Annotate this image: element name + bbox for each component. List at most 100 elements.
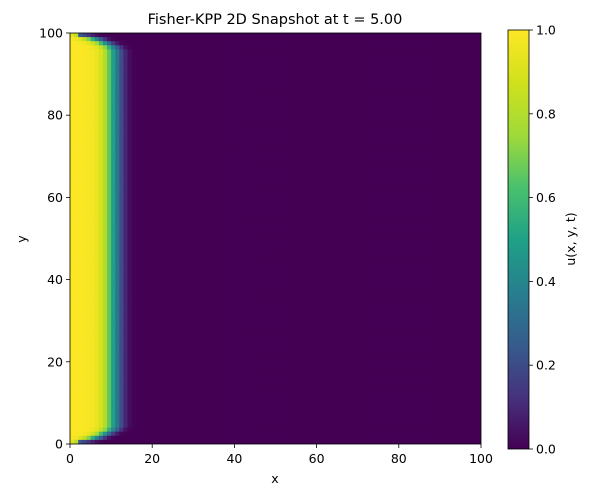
heatmap-cell bbox=[374, 131, 379, 137]
heatmap-cell bbox=[304, 172, 309, 178]
heatmap-cell bbox=[427, 209, 433, 215]
heatmap-cell bbox=[98, 176, 104, 182]
heatmap-cell bbox=[111, 226, 116, 231]
heatmap-cell bbox=[444, 131, 449, 137]
heatmap-cell bbox=[74, 82, 79, 87]
heatmap-cell bbox=[337, 119, 342, 124]
heatmap-cell bbox=[94, 226, 100, 231]
heatmap-cell bbox=[193, 115, 198, 120]
heatmap-cell bbox=[402, 82, 408, 87]
heatmap-cell bbox=[390, 119, 396, 124]
heatmap-cell bbox=[382, 49, 387, 54]
heatmap-cell bbox=[378, 41, 383, 46]
heatmap-cell bbox=[353, 78, 359, 83]
heatmap-cell bbox=[407, 111, 412, 116]
heatmap-cell bbox=[172, 176, 178, 182]
heatmap-cell bbox=[464, 168, 470, 174]
heatmap-cell bbox=[402, 176, 408, 182]
heatmap-cell bbox=[197, 172, 202, 178]
heatmap-cell bbox=[452, 57, 457, 63]
heatmap-cell bbox=[291, 37, 297, 42]
heatmap-cell bbox=[444, 168, 449, 174]
heatmap-cell bbox=[263, 217, 268, 223]
heatmap-cell bbox=[201, 217, 207, 223]
heatmap-cell bbox=[468, 222, 474, 227]
heatmap-cell bbox=[296, 41, 301, 46]
heatmap-cell bbox=[415, 115, 420, 120]
heatmap-cell bbox=[242, 168, 248, 174]
heatmap-cell bbox=[345, 180, 350, 186]
heatmap-cell bbox=[444, 78, 449, 83]
heatmap-cell bbox=[90, 86, 96, 91]
heatmap-cell bbox=[439, 127, 445, 133]
heatmap-cell bbox=[423, 180, 428, 186]
heatmap-cell bbox=[378, 209, 383, 215]
heatmap-cell bbox=[193, 53, 198, 59]
heatmap-cell bbox=[365, 135, 371, 141]
heatmap-cell bbox=[180, 152, 186, 157]
heatmap-cell bbox=[316, 94, 322, 100]
heatmap-cell bbox=[213, 78, 219, 83]
heatmap-cell bbox=[238, 65, 244, 71]
heatmap-cell bbox=[394, 209, 400, 215]
heatmap-cell bbox=[250, 106, 256, 112]
heatmap-cell bbox=[304, 217, 309, 223]
heatmap-cell bbox=[90, 98, 96, 104]
heatmap-cell bbox=[312, 53, 317, 59]
heatmap-cell bbox=[111, 193, 116, 198]
heatmap-cell bbox=[398, 49, 404, 54]
heatmap-cell bbox=[254, 139, 260, 145]
heatmap-cell bbox=[316, 148, 322, 153]
heatmap-cell bbox=[341, 131, 346, 137]
heatmap-cell bbox=[402, 111, 408, 116]
heatmap-cell bbox=[213, 197, 219, 202]
heatmap-cell bbox=[337, 148, 342, 153]
heatmap-cell bbox=[263, 234, 268, 239]
heatmap-cell bbox=[464, 193, 470, 198]
heatmap-cell bbox=[115, 90, 120, 96]
heatmap-cell bbox=[349, 86, 354, 91]
heatmap-cell bbox=[82, 197, 87, 202]
heatmap-cell bbox=[193, 222, 198, 227]
heatmap-cell bbox=[386, 180, 391, 186]
heatmap-cell bbox=[185, 160, 190, 165]
heatmap-cell bbox=[312, 86, 317, 91]
heatmap-cell bbox=[115, 148, 120, 153]
heatmap-cell bbox=[115, 226, 120, 231]
heatmap-cell bbox=[189, 143, 194, 149]
heatmap-cell bbox=[98, 123, 104, 128]
heatmap-cell bbox=[312, 115, 317, 120]
heatmap-cell bbox=[213, 222, 219, 227]
heatmap-cell bbox=[74, 53, 79, 59]
heatmap-cell bbox=[94, 90, 100, 96]
heatmap-cell bbox=[213, 123, 219, 128]
heatmap-cell bbox=[98, 37, 104, 42]
heatmap-cell bbox=[415, 189, 420, 194]
heatmap-cell bbox=[82, 193, 87, 198]
heatmap-cell bbox=[472, 205, 478, 211]
heatmap-cell bbox=[402, 74, 408, 79]
heatmap-cell bbox=[382, 168, 387, 174]
heatmap-cell bbox=[398, 90, 404, 96]
heatmap-cell bbox=[353, 180, 359, 186]
heatmap-cell bbox=[374, 193, 379, 198]
heatmap-cell bbox=[468, 201, 474, 207]
heatmap-cell bbox=[402, 90, 408, 96]
heatmap-cell bbox=[444, 164, 449, 170]
heatmap-cell bbox=[176, 148, 182, 153]
heatmap-cell bbox=[452, 156, 457, 161]
heatmap-cell bbox=[135, 53, 141, 59]
heatmap-cell bbox=[226, 49, 231, 54]
heatmap-cell bbox=[139, 156, 145, 161]
heatmap-cell bbox=[156, 156, 161, 161]
heatmap-cell bbox=[394, 176, 400, 182]
heatmap-cell bbox=[370, 185, 375, 190]
heatmap-cell bbox=[357, 49, 363, 54]
heatmap-cell bbox=[139, 78, 145, 83]
heatmap-cell bbox=[435, 209, 441, 215]
heatmap-cell bbox=[193, 172, 198, 178]
heatmap-cell bbox=[370, 217, 375, 223]
heatmap-cell bbox=[94, 111, 100, 116]
heatmap-cell bbox=[222, 217, 227, 223]
heatmap-cell bbox=[324, 143, 330, 149]
